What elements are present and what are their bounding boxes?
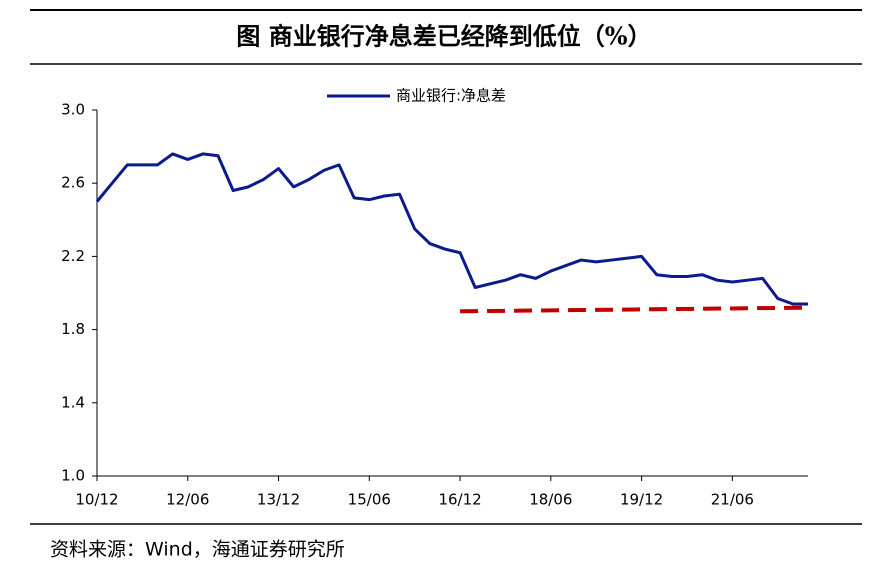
line-series [95, 152, 808, 306]
reference-line [460, 305, 809, 314]
legend-label: 商业银行:净息差 [396, 87, 506, 105]
x-tick-label: 12/06 [166, 491, 209, 509]
y-tick-label: 1.8 [61, 320, 85, 338]
x-tick-label: 19/12 [620, 491, 663, 509]
x-tick-label: 10/12 [75, 491, 118, 509]
y-tick-label: 2.6 [61, 174, 85, 192]
y-tick-label: 2.2 [61, 247, 85, 265]
x-tick-label: 16/12 [438, 491, 481, 509]
x-tick-label: 15/06 [348, 491, 391, 509]
chart-title: 图 商业银行净息差已经降到低位（%） [236, 22, 651, 51]
source: 资料来源：Wind，海通证券研究所 [50, 539, 345, 561]
x-tick-label: 21/06 [711, 491, 754, 509]
y-tick-label: 1.0 [61, 467, 85, 485]
y-tick-label: 1.4 [61, 393, 85, 411]
x-tick-label: 18/06 [529, 491, 572, 509]
x-tick-label: 13/12 [257, 491, 300, 509]
y-tick-label: 3.0 [61, 101, 85, 119]
